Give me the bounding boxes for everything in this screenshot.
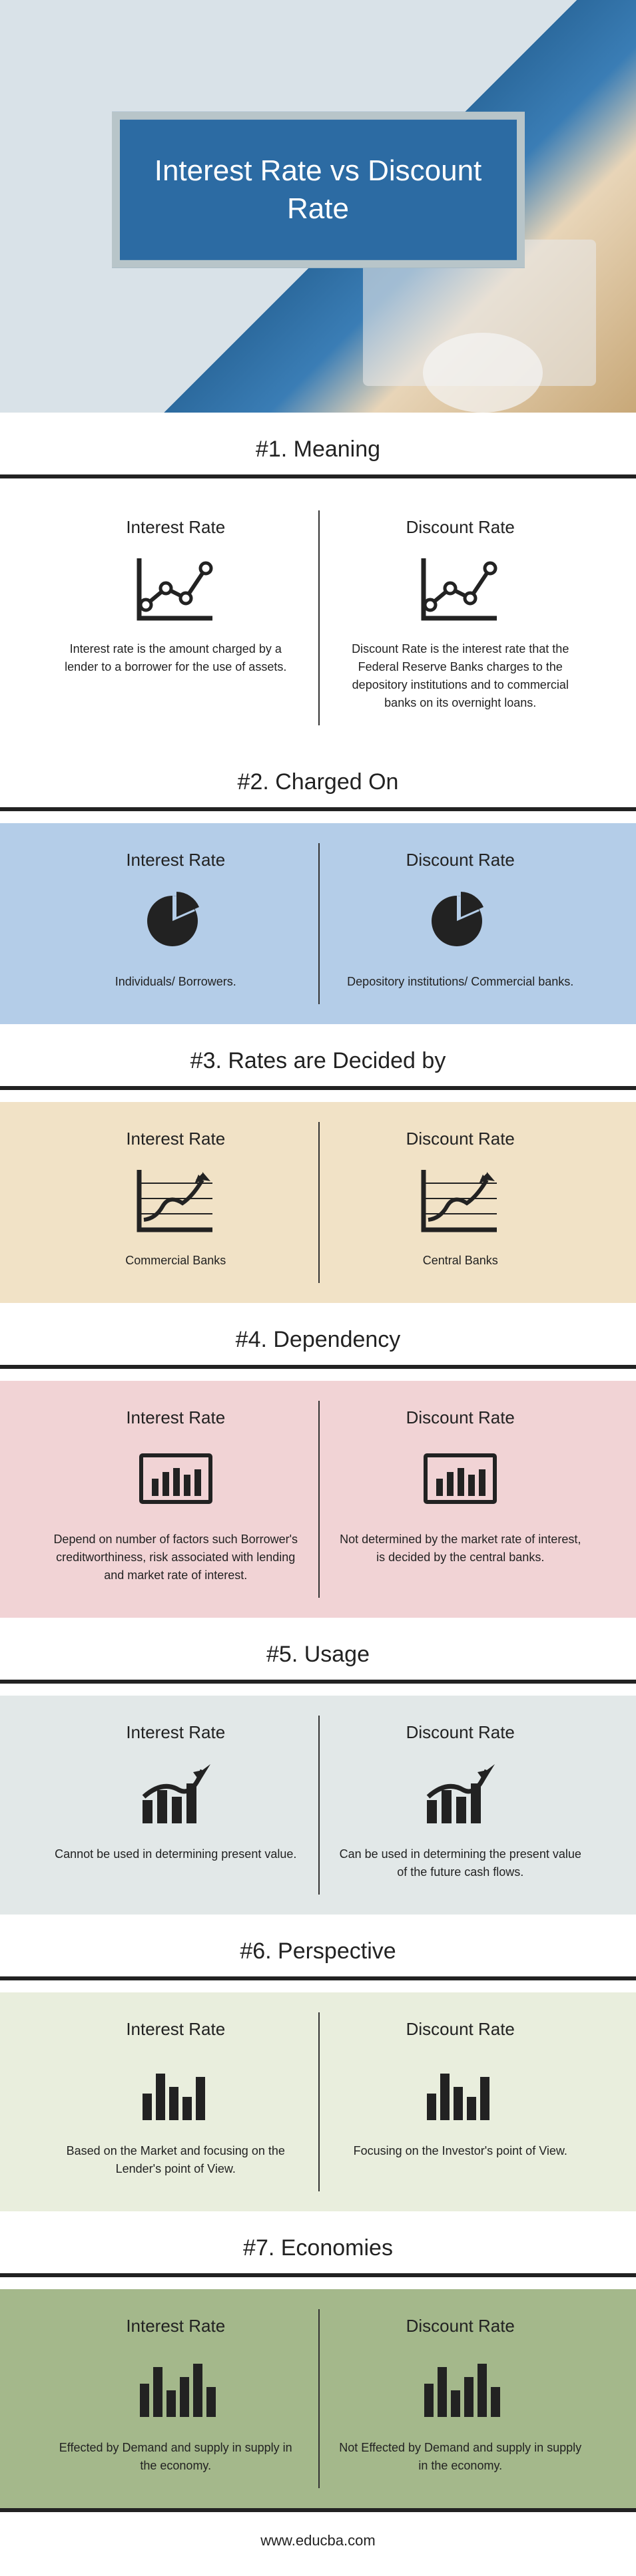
section-body: Interest Rate Cannot be used in determin… xyxy=(0,1696,636,1915)
page-title: Interest Rate vs Discount Rate xyxy=(133,152,503,228)
comparison-column: Discount Rate Can be used in determining… xyxy=(318,1722,603,1881)
comparison-column: Discount Rate Not determined by the mark… xyxy=(318,1407,603,1584)
comparison-column: Discount Rate Discount Rate is the inter… xyxy=(318,517,603,712)
comparison-column: Discount Rate Focusing on the Investor's… xyxy=(318,2019,603,2178)
column-description: Discount Rate is the interest rate that … xyxy=(338,640,583,712)
comparison-column: Discount Rate Depository institutions/ C… xyxy=(318,850,603,991)
column-description: Based on the Market and focusing on the … xyxy=(53,2142,298,2178)
section-title: #6. Perspective xyxy=(240,1938,396,1964)
column-header: Interest Rate xyxy=(53,850,298,870)
bars-skyline-icon xyxy=(133,2354,219,2420)
column-description: Can be used in determining the present v… xyxy=(338,1845,583,1881)
section-heading: #1. Meaning xyxy=(0,413,636,490)
section-body: Interest Rate Based on the Market and fo… xyxy=(0,1992,636,2211)
column-header: Interest Rate xyxy=(53,1407,298,1428)
bar-window-icon xyxy=(133,1445,219,1512)
comparison-column: Interest Rate Based on the Market and fo… xyxy=(33,2019,318,2178)
column-header: Discount Rate xyxy=(338,2019,583,2040)
section-heading: #6. Perspective xyxy=(0,1915,636,1992)
comparison-column: Interest Rate Effected by Demand and sup… xyxy=(33,2316,318,2475)
trend-line-icon xyxy=(133,1167,219,1233)
comparison-column: Interest Rate Individuals/ Borrowers. xyxy=(33,850,318,991)
column-description: Depend on number of factors such Borrowe… xyxy=(53,1531,298,1584)
comparison-column: Interest Rate Depend on number of factor… xyxy=(33,1407,318,1584)
section-heading: #3. Rates are Decided by xyxy=(0,1024,636,1102)
column-header: Interest Rate xyxy=(53,1129,298,1149)
comparison-column: Interest Rate Interest rate is the amoun… xyxy=(33,517,318,712)
bars-skyline-icon xyxy=(417,2354,503,2420)
pie-icon xyxy=(417,888,503,954)
line-chart-dots-icon xyxy=(133,555,219,622)
column-header: Interest Rate xyxy=(53,2316,298,2336)
comparison-column: Interest Rate Cannot be used in determin… xyxy=(33,1722,318,1881)
column-header: Discount Rate xyxy=(338,2316,583,2336)
section-title: #7. Economies xyxy=(243,2235,393,2261)
section-heading: #4. Dependency xyxy=(0,1303,636,1381)
column-description: Central Banks xyxy=(338,1252,583,1270)
section-body: Interest Rate Depend on number of factor… xyxy=(0,1381,636,1618)
title-banner: Interest Rate vs Discount Rate xyxy=(112,112,525,268)
comparison-column: Discount Rate Central Banks xyxy=(318,1129,603,1270)
footer: www.educba.com xyxy=(0,2508,636,2576)
section-title: #1. Meaning xyxy=(256,437,380,462)
section-heading: #5. Usage xyxy=(0,1618,636,1696)
column-header: Discount Rate xyxy=(338,1129,583,1149)
section-title: #3. Rates are Decided by xyxy=(190,1048,446,1074)
column-description: Commercial Banks xyxy=(53,1252,298,1270)
section-body: Interest Rate Commercial Banks Discount … xyxy=(0,1102,636,1303)
section-heading: #7. Economies xyxy=(0,2211,636,2289)
comparison-column: Discount Rate Not Effected by Demand and… xyxy=(318,2316,603,2475)
column-description: Interest rate is the amount charged by a… xyxy=(53,640,298,676)
bar-arrow-icon xyxy=(133,1760,219,1827)
column-description: Cannot be used in determining present va… xyxy=(53,1845,298,1863)
trend-line-icon xyxy=(417,1167,503,1233)
pie-icon xyxy=(133,888,219,954)
section-body: Interest Rate Interest rate is the amoun… xyxy=(0,490,636,745)
column-description: Not Effected by Demand and supply in sup… xyxy=(338,2439,583,2475)
bars-icon xyxy=(417,2057,503,2123)
column-header: Discount Rate xyxy=(338,1407,583,1428)
section-title: #4. Dependency xyxy=(236,1327,401,1353)
line-chart-dots-icon xyxy=(417,555,503,622)
section-heading: #2. Charged On xyxy=(0,745,636,823)
column-description: Depository institutions/ Commercial bank… xyxy=(338,973,583,991)
bar-window-icon xyxy=(417,1445,503,1512)
column-description: Effected by Demand and supply in supply … xyxy=(53,2439,298,2475)
column-description: Individuals/ Borrowers. xyxy=(53,973,298,991)
column-description: Focusing on the Investor's point of View… xyxy=(338,2142,583,2160)
section-title: #5. Usage xyxy=(266,1642,370,1668)
bar-arrow-icon xyxy=(417,1760,503,1827)
section-body: Interest Rate Effected by Demand and sup… xyxy=(0,2289,636,2508)
section-body: Interest Rate Individuals/ Borrowers. Di… xyxy=(0,823,636,1024)
column-header: Interest Rate xyxy=(53,1722,298,1743)
comparison-column: Interest Rate Commercial Banks xyxy=(33,1129,318,1270)
column-header: Discount Rate xyxy=(338,1722,583,1743)
column-header: Interest Rate xyxy=(53,2019,298,2040)
column-header: Discount Rate xyxy=(338,517,583,538)
bars-icon xyxy=(133,2057,219,2123)
section-title: #2. Charged On xyxy=(238,769,399,795)
column-description: Not determined by the market rate of int… xyxy=(338,1531,583,1566)
column-header: Interest Rate xyxy=(53,517,298,538)
header-image: Interest Rate vs Discount Rate xyxy=(0,0,636,413)
footer-text: www.educba.com xyxy=(0,2532,636,2549)
column-header: Discount Rate xyxy=(338,850,583,870)
